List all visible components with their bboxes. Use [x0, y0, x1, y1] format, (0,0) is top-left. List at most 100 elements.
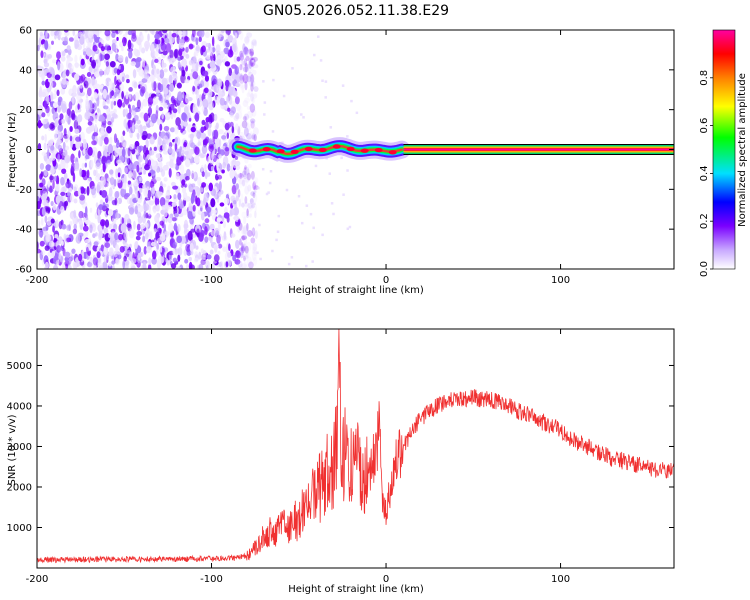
spectrogram-noise-cell	[244, 245, 249, 254]
spectrogram-noise-cell	[95, 162, 101, 170]
spectrogram-noise-cell	[253, 134, 257, 142]
spectrogram-noise-cell	[126, 223, 132, 228]
spectrogram-noise-cell	[133, 48, 138, 56]
spectrogram-noise-cell	[118, 65, 122, 70]
spectrogram-noise-cell	[154, 68, 161, 79]
spectrogram-noise-cell	[230, 195, 236, 202]
spectrogram-y-tick-label: -20	[16, 185, 32, 196]
spectrogram-noise-cell	[44, 261, 49, 269]
spectrogram-noise-cell	[124, 213, 130, 222]
spectrogram-noise-cell	[250, 118, 256, 124]
spectrogram-noise-cell	[287, 262, 291, 266]
spectrogram-noise-cell	[196, 197, 201, 207]
spectrogram-noise-cell	[87, 30, 94, 39]
spectrogram-noise-cell	[252, 93, 258, 99]
spectrogram-noise-cell	[130, 265, 136, 269]
spectrogram-noise-cell	[41, 80, 46, 86]
spectrogram-noise-cell	[258, 223, 261, 227]
spectrogram-noise-cell	[203, 87, 209, 94]
spectrogram-noise-cell	[153, 228, 157, 233]
spectrogram-noise-cell	[158, 161, 163, 169]
spectrogram-noise-cell	[125, 91, 129, 100]
spectrogram-noise-cell	[41, 250, 46, 256]
spectrogram-noise-cell	[131, 104, 136, 111]
spectrogram-noise-cell	[252, 193, 258, 203]
spectrogram-noise-cell	[108, 169, 114, 175]
spectrogram-noise-cell	[102, 162, 106, 173]
spectrogram-noise-cell	[107, 143, 113, 154]
spectrogram-noise-cell	[49, 122, 56, 131]
spectrogram-noise-cell	[127, 180, 131, 185]
spectrogram-noise-cell	[82, 174, 88, 181]
spectrogram-noise-cell	[90, 185, 96, 196]
spectrogram-noise-cell	[52, 101, 58, 109]
spectrogram-noise-cell	[80, 74, 86, 82]
spectrogram-noise-cell	[230, 233, 236, 238]
spectrogram-noise-cell	[159, 123, 163, 131]
spectrogram-noise-cell	[39, 163, 45, 170]
spectrogram-noise-cell	[245, 36, 250, 42]
spectrogram-noise-cell	[181, 69, 186, 77]
spectrogram-noise-cell	[250, 77, 254, 87]
spectrogram-y-tick-label: -60	[16, 265, 32, 276]
spectrogram-noise-cell	[171, 201, 177, 207]
spectrogram-noise-cell	[103, 105, 109, 110]
spectrogram-noise-cell	[234, 123, 239, 131]
spectrogram-noise-cell	[241, 211, 247, 219]
spectrogram-noise-cell	[244, 196, 248, 204]
spectrogram-noise-cell	[346, 227, 350, 231]
spectrogram-noise-cell	[252, 181, 257, 191]
spectrogram-noise-cell	[113, 223, 118, 231]
spectrogram-noise-cell	[116, 68, 121, 76]
spectrogram-noise-cell	[50, 91, 54, 100]
spectrogram-noise-cell	[190, 228, 196, 233]
spectrogram-noise-cell	[200, 229, 205, 238]
spectrogram-noise-cell	[267, 191, 270, 194]
spectrogram-noise-cell	[79, 168, 83, 177]
spectrogram-noise-cell	[181, 179, 186, 186]
spectrogram-noise-cell	[171, 149, 176, 157]
spectrogram-noise-cell	[235, 183, 239, 190]
spectrogram-noise-cell	[252, 177, 259, 184]
spectrogram-noise-cell	[47, 180, 51, 188]
spectrogram-noise-cell	[116, 36, 119, 41]
spectrogram-noise-cell	[203, 197, 207, 206]
spectrogram-noise-cell	[142, 235, 146, 243]
spectrogram-noise-cell	[111, 31, 116, 38]
spectrogram-noise-cell	[123, 174, 128, 185]
spectrogram-noise-cell	[271, 249, 274, 253]
spectrogram-noise-cell	[172, 73, 178, 81]
spectrogram-noise-cell	[172, 99, 177, 106]
spectrogram-noise-cell	[177, 105, 181, 114]
spectrogram-noise-cell	[178, 38, 185, 44]
spectrogram-noise-cell	[204, 75, 210, 82]
spectrogram-noise-cell	[117, 30, 123, 35]
spectrogram-noise-cell	[106, 50, 113, 55]
spectrogram-noise-cell	[161, 169, 166, 177]
spectrogram-noise-cell	[189, 216, 194, 225]
spectrogram-noise-cell	[130, 61, 137, 67]
spectrogram-noise-cell	[185, 175, 190, 181]
spectrogram-noise-cell	[40, 50, 44, 59]
spectrogram-noise-cell	[224, 197, 230, 205]
spectrogram-noise-cell	[61, 78, 67, 85]
spectrogram-noise-cell	[167, 112, 171, 118]
spectrogram-noise-cell	[223, 47, 229, 55]
spectrogram-noise-cell	[173, 222, 178, 232]
spectrogram-noise-cell	[51, 152, 56, 161]
spectrogram-noise-cell	[234, 259, 241, 265]
spectrogram-noise-cell	[241, 61, 247, 66]
spectrogram-noise-cell	[140, 47, 146, 54]
spectrogram-noise-cell	[247, 88, 254, 97]
spectrogram-noise-cell	[246, 92, 251, 98]
spectrogram-noise-cell	[151, 186, 156, 195]
spectrogram-noise-cell	[136, 119, 141, 125]
spectrogram-noise-cell	[190, 195, 195, 204]
spectrogram-noise-cell	[246, 31, 250, 37]
spectrogram-noise-cell	[37, 119, 42, 129]
spectrogram-noise-cell	[231, 43, 237, 51]
spectrogram-noise-cell	[350, 99, 353, 103]
spectrogram-noise-cell	[242, 201, 248, 211]
snr-x-tick-label: -200	[26, 574, 49, 585]
